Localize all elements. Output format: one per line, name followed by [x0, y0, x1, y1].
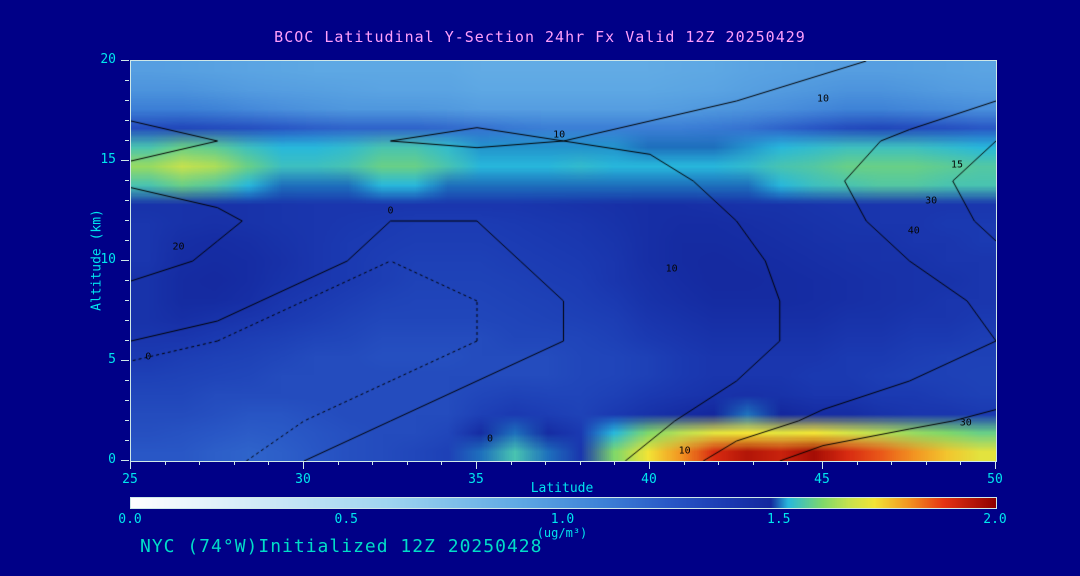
x-tick — [579, 461, 581, 465]
plot-title: BCOC Latitudinal Y-Section 24hr Fx Valid… — [274, 28, 806, 46]
x-tick — [822, 461, 823, 469]
x-tick — [995, 461, 996, 469]
y-tick — [121, 460, 129, 461]
x-tick — [130, 461, 131, 469]
y-tick — [125, 380, 129, 381]
y-tick — [121, 60, 129, 61]
y-tick — [121, 360, 129, 361]
contour-value-label: 15 — [951, 159, 964, 171]
x-tick — [199, 461, 201, 465]
x-tick — [441, 461, 443, 465]
x-tick — [752, 461, 754, 465]
x-tick — [649, 461, 650, 469]
y-tick — [125, 420, 129, 421]
x-tick — [476, 461, 477, 469]
x-tick-label: 35 — [468, 472, 484, 487]
x-tick — [233, 461, 235, 465]
y-tick — [125, 280, 129, 281]
x-tick — [372, 461, 374, 465]
y-tick-label: 20 — [100, 52, 116, 67]
colorbar-tick-label: 1.0 — [550, 512, 575, 527]
y-tick — [125, 300, 129, 301]
y-tick — [125, 120, 129, 121]
colorbar — [130, 497, 997, 509]
y-tick — [125, 80, 129, 81]
y-tick — [125, 180, 129, 181]
x-tick — [960, 461, 962, 465]
x-tick — [614, 461, 616, 465]
contour-canvas — [131, 61, 996, 461]
x-tick-label: 30 — [295, 472, 311, 487]
x-tick — [925, 461, 927, 465]
contour-value-label: 10 — [816, 93, 830, 105]
y-tick — [125, 340, 129, 341]
contour-value-label: 0 — [387, 205, 394, 217]
y-tick — [125, 320, 129, 321]
y-tick — [125, 400, 129, 401]
contour-value-label: 30 — [925, 195, 938, 207]
contour-value-label: 20 — [172, 241, 185, 253]
colorbar-tick-label: 0.5 — [334, 512, 358, 527]
contour-value-label: 0 — [145, 351, 152, 363]
x-tick — [303, 461, 304, 469]
y-tick — [125, 240, 129, 241]
x-tick — [337, 461, 339, 465]
y-tick-label: 5 — [108, 352, 116, 367]
x-tick — [683, 461, 685, 465]
colorbar-tick-label: 0.0 — [118, 512, 142, 527]
x-tick-label: 40 — [641, 472, 657, 487]
init-footer-text: NYC (74°W)Initialized 12Z 20250428 — [140, 536, 543, 557]
y-tick — [121, 260, 129, 261]
x-axis-label: Latitude — [530, 481, 594, 496]
y-tick — [125, 140, 129, 141]
x-tick — [268, 461, 270, 465]
y-tick-label: 15 — [100, 152, 116, 167]
colorbar-unit-label: (ug/m³) — [536, 526, 588, 540]
x-tick — [891, 461, 893, 465]
x-tick — [164, 461, 166, 465]
x-tick-label: 45 — [814, 472, 830, 487]
contour-value-label: 10 — [553, 129, 566, 141]
contour-value-label: 10 — [665, 263, 678, 275]
x-tick — [545, 461, 547, 465]
y-tick — [125, 100, 129, 101]
y-tick-label: 10 — [100, 252, 116, 267]
contour-value-label: 40 — [907, 225, 920, 237]
colorbar-tick-label: 2.0 — [983, 512, 1007, 527]
y-tick — [121, 160, 129, 161]
x-tick — [787, 461, 789, 465]
contour-value-label: 0 — [486, 433, 493, 445]
y-tick-label: 0 — [108, 452, 116, 467]
x-tick — [718, 461, 720, 465]
x-tick — [510, 461, 512, 465]
y-tick — [125, 220, 129, 221]
y-tick — [125, 440, 129, 441]
colorbar-tick-label: 1.5 — [767, 512, 791, 527]
contour-value-label: 30 — [959, 417, 972, 429]
x-tick-label: 25 — [122, 472, 138, 487]
x-tick — [406, 461, 408, 465]
x-tick — [856, 461, 858, 465]
y-tick — [125, 200, 129, 201]
plot-area: 10 10 0 20 30 40 10 0 0 10 30 15 — [130, 60, 997, 462]
contour-value-label: 10 — [678, 445, 691, 457]
x-tick-label: 50 — [987, 472, 1003, 487]
